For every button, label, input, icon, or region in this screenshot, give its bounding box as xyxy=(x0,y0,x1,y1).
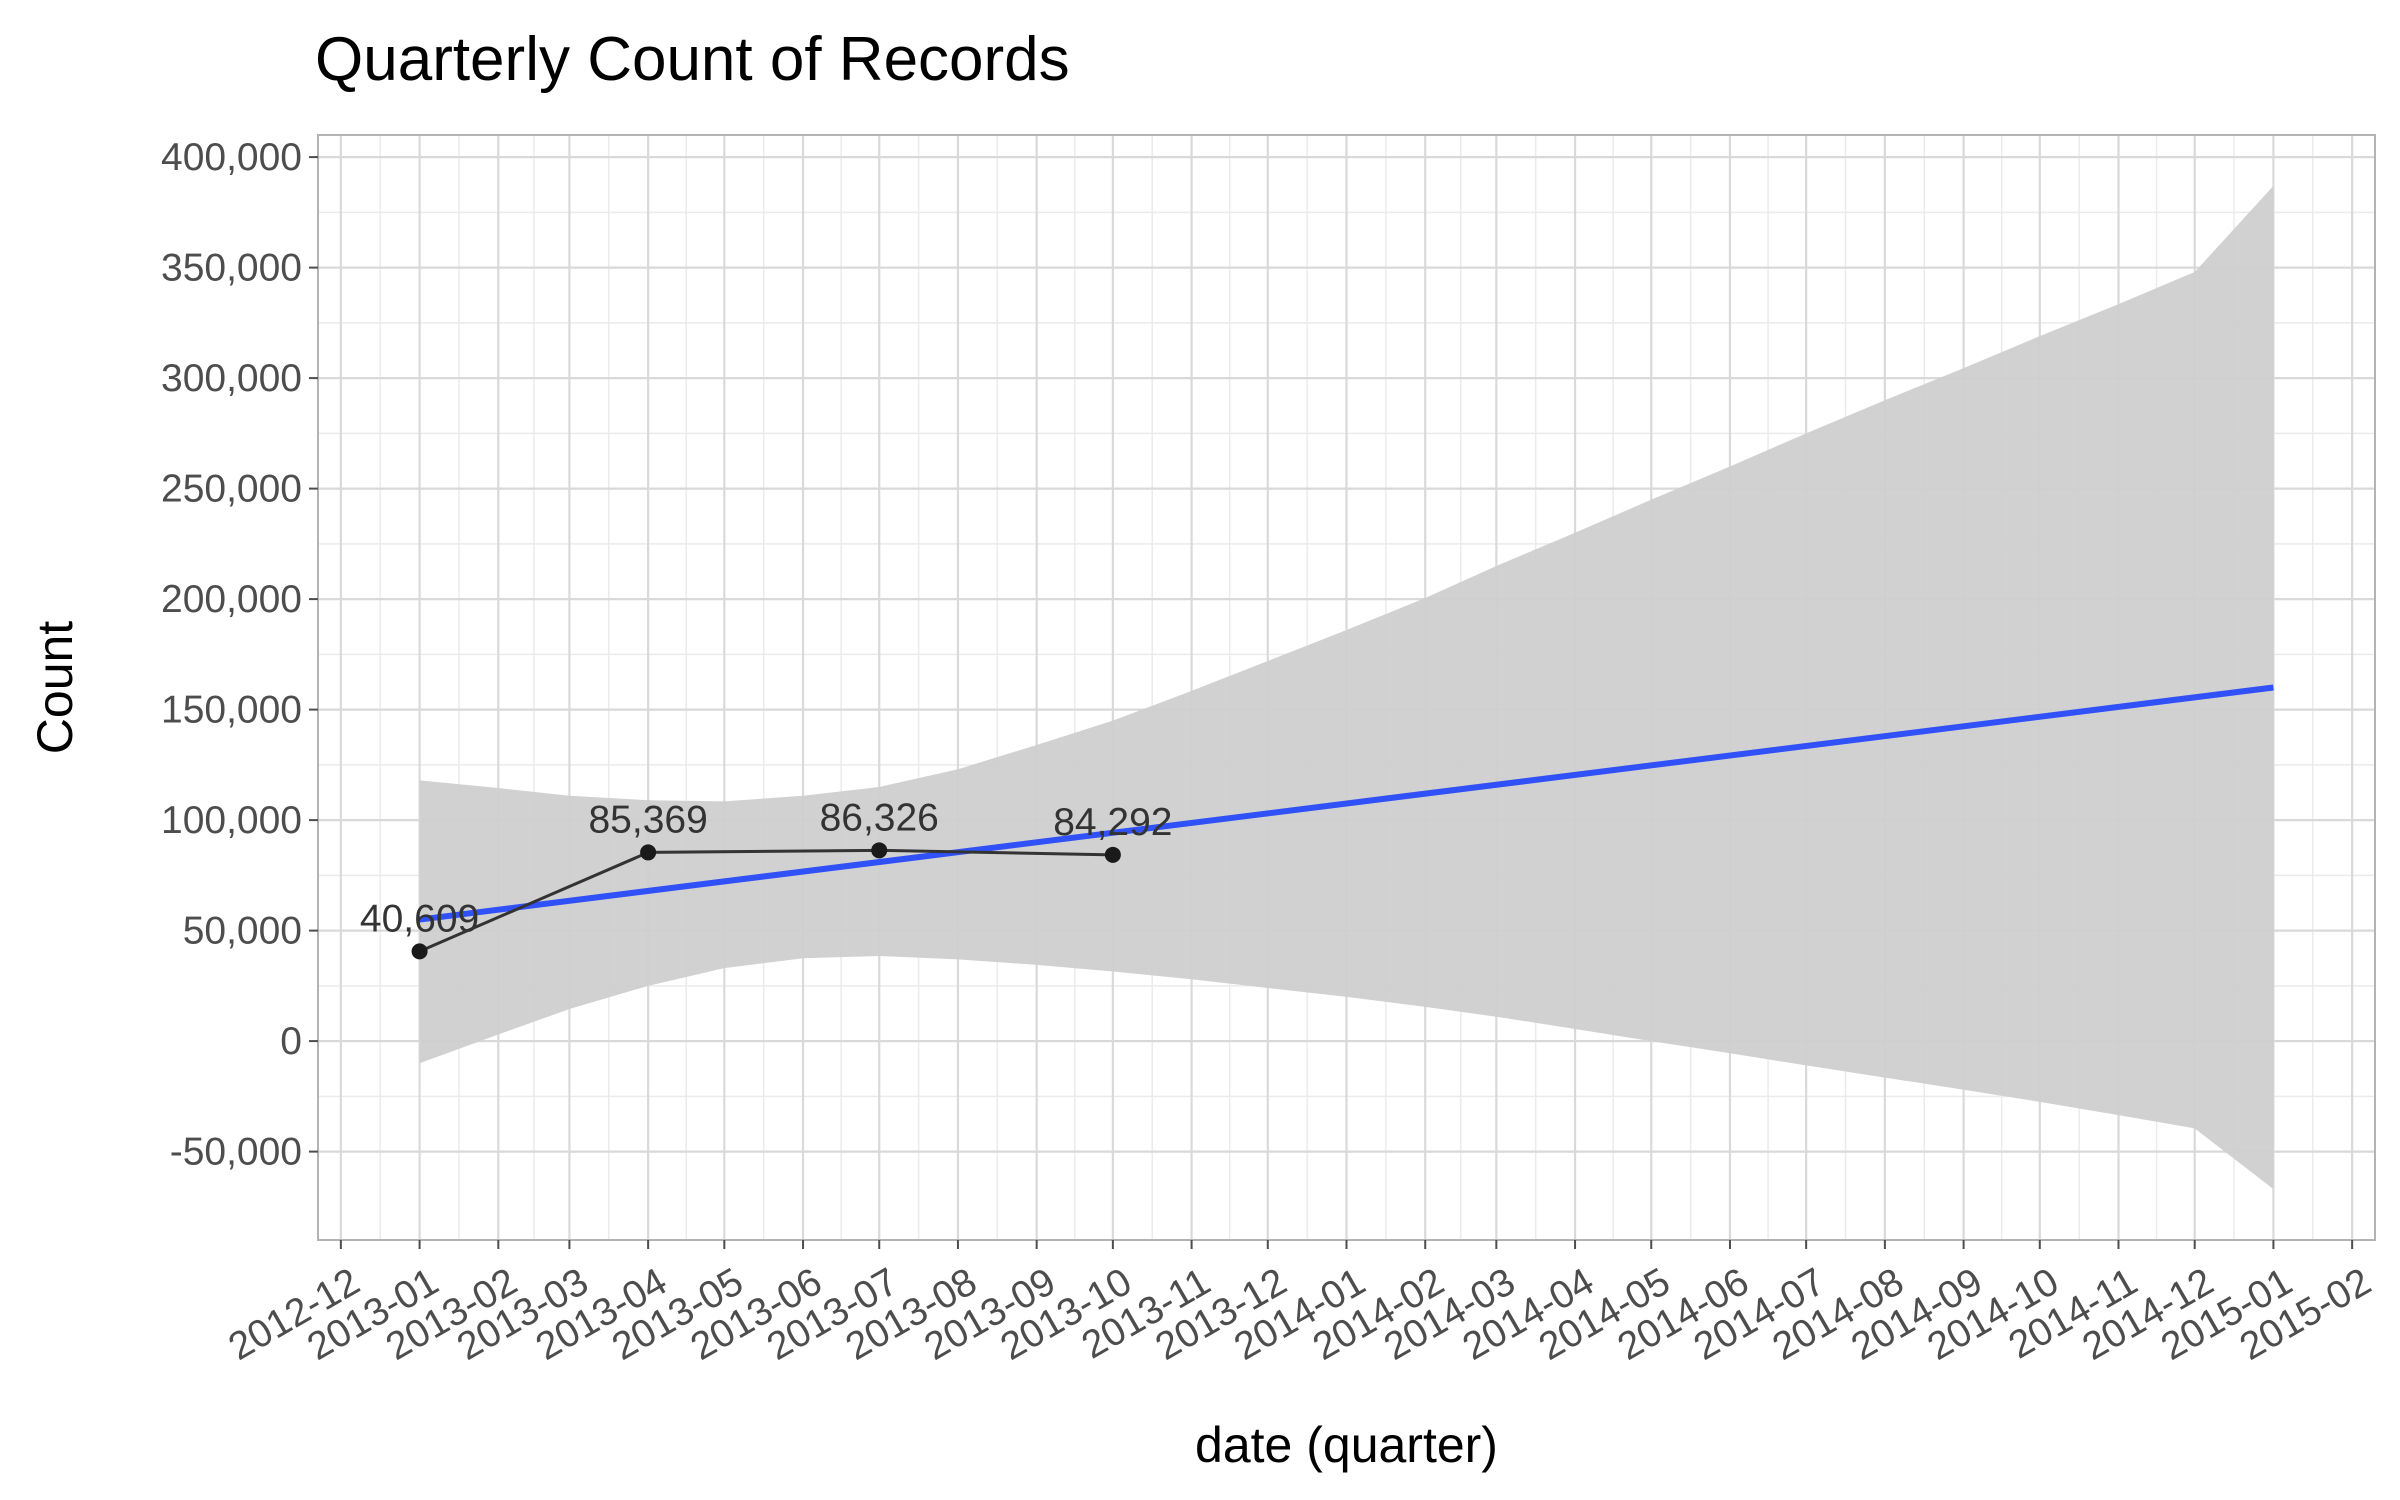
data-point xyxy=(1104,846,1121,863)
confidence-band xyxy=(419,185,2274,1190)
y-tick-label: 0 xyxy=(280,1020,302,1063)
y-tick-label: 300,000 xyxy=(161,357,302,400)
data-points xyxy=(411,842,1121,960)
y-axis-title: Count xyxy=(27,621,83,755)
data-point xyxy=(871,842,888,859)
y-tick-label: 50,000 xyxy=(183,910,302,953)
y-tick-label: 350,000 xyxy=(161,247,302,290)
data-label: 84,292 xyxy=(1053,801,1172,844)
data-labels: 40,609 85,369 86,326 84,292 xyxy=(360,796,1173,940)
observed-series-line xyxy=(418,848,1113,953)
x-axis: 2012-122013-012013-022013-032013-042013-… xyxy=(221,1240,2378,1369)
data-label: 86,326 xyxy=(820,796,939,839)
y-tick-label: 400,000 xyxy=(161,136,302,179)
y-tick-label: 100,000 xyxy=(161,799,302,842)
y-axis: -50,000 0 50,000 100,000 150,000 200,000 250,0… xyxy=(161,136,318,1174)
data-point xyxy=(411,943,428,960)
data-point xyxy=(640,844,657,861)
y-tick-label: 250,000 xyxy=(161,468,302,511)
y-tick-label: 150,000 xyxy=(161,689,302,732)
chart-title: Quarterly Count of Records xyxy=(315,25,1070,94)
y-tick-label: -50,000 xyxy=(170,1131,302,1174)
x-axis-title: date (quarter) xyxy=(1195,1417,1498,1473)
y-tick-label: 200,000 xyxy=(161,578,302,621)
trend-line xyxy=(419,684,2274,923)
data-label: 85,369 xyxy=(588,798,707,841)
data-label: 40,609 xyxy=(360,897,479,940)
